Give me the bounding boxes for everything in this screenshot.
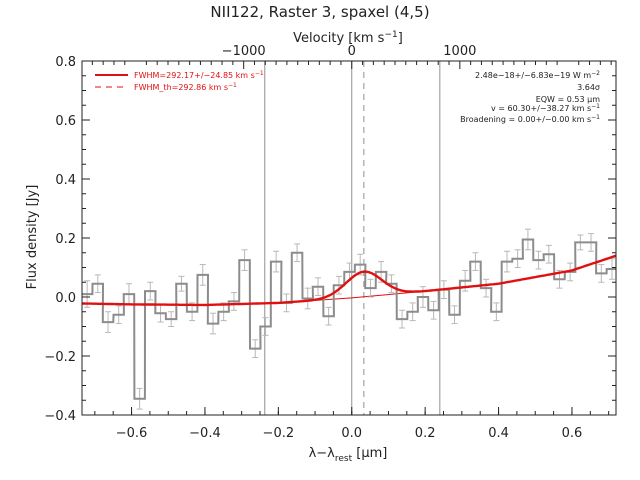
x-tick-label: −0.4 xyxy=(189,426,221,441)
annotation-significance: 3.64σ xyxy=(577,83,600,92)
legend-item-fwhm-th: FWHM_th=292.86 km s−1 xyxy=(134,82,237,92)
top-tick-label: 0 xyxy=(348,44,356,59)
annotation-eqw: EQW = 0.53 μm xyxy=(536,95,600,104)
spectrum-layer xyxy=(82,228,616,410)
y-tick-label: 0.8 xyxy=(55,55,76,70)
y-tick-label: 0.4 xyxy=(55,173,76,188)
top-tick-label: −1000 xyxy=(222,44,266,59)
annotation-velocity: v = 60.30+/−38.27 km s−1 xyxy=(491,103,600,113)
x-tick-label: 0.2 xyxy=(415,426,436,441)
y-tick-label: 0.6 xyxy=(55,114,76,129)
y-tick-label: 0.2 xyxy=(55,232,76,247)
chart-title: NII122, Raster 3, spaxel (4,5) xyxy=(210,3,429,21)
y-tick-label: 0.0 xyxy=(55,291,76,306)
annotation-broadening: Broadening = 0.00+/−0.00 km s−1 xyxy=(460,114,600,124)
x-tick-label: −0.6 xyxy=(116,426,148,441)
top-axis-label: Velocity [km s−1] xyxy=(293,30,403,46)
legend: FWHM=292.17+/−24.85 km s−1 FWHM_th=292.8… xyxy=(95,70,264,92)
legend-item-fwhm: FWHM=292.17+/−24.85 km s−1 xyxy=(134,70,264,80)
axes: −0.6 −0.4 −0.2 0.0 0.2 0.4 0.6 −0.4 −0.2 0.0 0.2 0.… xyxy=(44,44,617,441)
y-tick-label: −0.2 xyxy=(44,350,76,365)
x-tick-label: −0.2 xyxy=(263,426,295,441)
fit-annotations: 2.48e−18+/−6.83e−19 W m−2 3.64σ EQW = 0.… xyxy=(460,70,600,124)
reference-lines xyxy=(264,61,441,415)
x-tick-label: 0.6 xyxy=(562,426,583,441)
annotation-flux: 2.48e−18+/−6.83e−19 W m−2 xyxy=(475,70,600,80)
fit-layer xyxy=(82,254,617,307)
x-axis-label: λ−λrest [μm] xyxy=(309,446,388,464)
y-axis-label: Flux density [Jy] xyxy=(25,185,40,290)
top-tick-label: 1000 xyxy=(443,44,476,59)
total-fit-line xyxy=(82,254,617,307)
y-tick-label: −0.4 xyxy=(44,409,76,424)
spectrum-histogram xyxy=(82,238,616,400)
x-tick-label: 0.0 xyxy=(341,426,362,441)
x-tick-label: 0.4 xyxy=(488,426,509,441)
